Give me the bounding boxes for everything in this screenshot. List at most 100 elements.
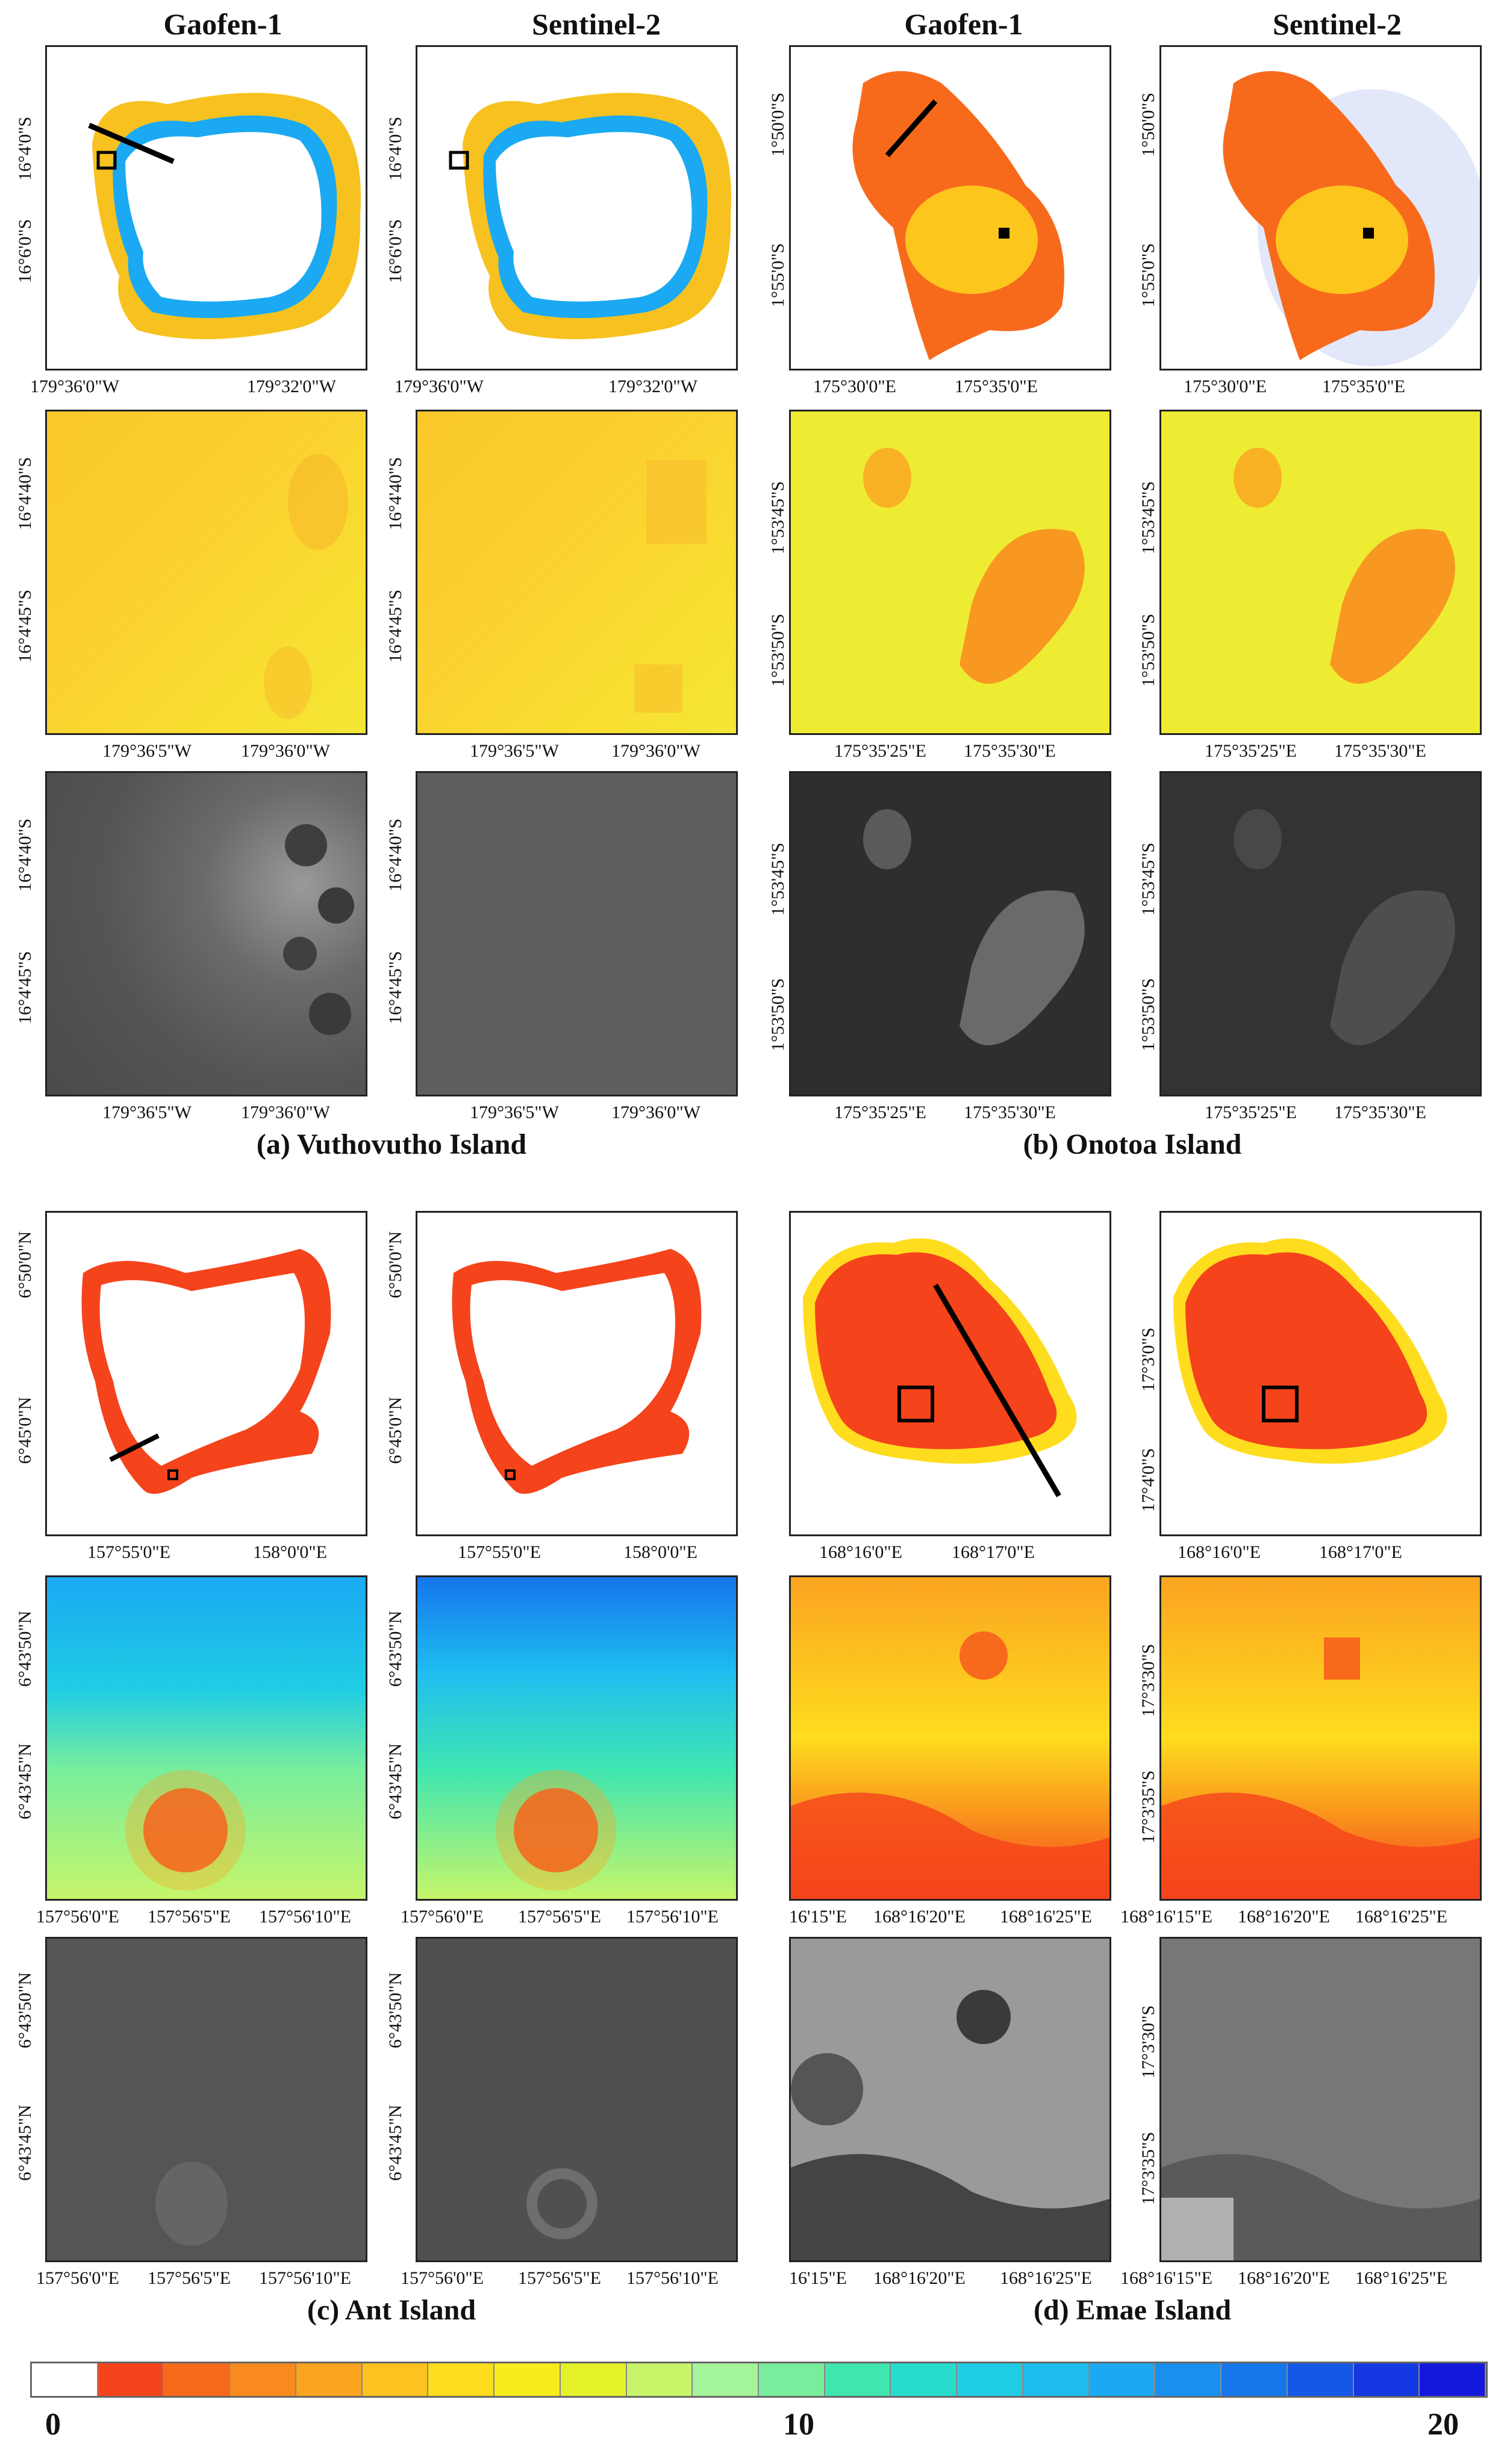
column-header-gaofen-b: Gaofen-1 (904, 7, 1023, 41)
x-label-b-gfz-1: 175°35'25"E (834, 741, 926, 761)
colorbar-cell (362, 2363, 429, 2396)
map-d-gaofen-overview (789, 1211, 1111, 1536)
y-label-b-gfg-1: 1°53'45"S (768, 842, 788, 916)
x-label-c-s2z-1: 157°56'0"E (401, 1907, 484, 1927)
y-label-a-s2g-2: 16°4'45"S (385, 951, 405, 1024)
map-c-gaofen-overview (45, 1211, 367, 1536)
y-label-c-s2z-2: 6°43'45"N (385, 1743, 405, 1819)
y-label-a-gf-2: 16°6'0"S (15, 219, 35, 283)
column-header-sentinel-a: Sentinel-2 (532, 7, 661, 41)
x-label-d-s2-1: 168°16'0"E (1178, 1542, 1261, 1562)
y-label-c-gfz-2: 6°43'45"N (15, 1743, 35, 1819)
colorbar-cell (891, 2363, 958, 2396)
x-label-d-gf-2: 168°17'0"E (952, 1542, 1035, 1562)
caption-a: (a) Vuthovutho Island (256, 1128, 527, 1160)
colorbar-cell (428, 2363, 495, 2396)
x-label-d-gfg-1: 16'15"E (789, 2268, 847, 2288)
map-d-sentinel-overview (1159, 1211, 1482, 1536)
y-label-c-s2-2: 6°45'0"N (385, 1396, 405, 1464)
x-label-c-gfg-1: 157°56'0"E (36, 2268, 119, 2288)
colorbar (30, 2362, 1488, 2398)
x-label-a-gfg-1: 179°36'5"W (102, 1102, 192, 1122)
y-label-d-s2z-2: 17°3'35"S (1138, 1770, 1158, 1843)
colorbar-cell (1287, 2363, 1354, 2396)
colorbar-label-20: 20 (1427, 2407, 1459, 2442)
colorbar-cell (759, 2363, 825, 2396)
x-label-c-gfz-3: 157°56'10"E (259, 1907, 351, 1927)
x-label-b-gfz-2: 175°35'30"E (964, 741, 1056, 761)
x-label-d-gfg-2: 168°16'20"E (873, 2268, 966, 2288)
y-label-a-s2-1: 16°4'0"S (385, 116, 405, 181)
x-label-c-gf-1: 157°55'0"E (87, 1542, 170, 1562)
map-d-gaofen-zoom (789, 1575, 1111, 1901)
x-label-c-s2-1: 157°55'0"E (458, 1542, 541, 1562)
y-label-d-s2g-2: 17°3'35"S (1138, 2131, 1158, 2205)
x-label-a-s2-2: 179°32'0"W (608, 377, 697, 396)
y-label-b-gfz-2: 1°53'50"S (768, 613, 788, 687)
image-c-gaofen-gray (45, 1937, 367, 2262)
column-header-sentinel-b: Sentinel-2 (1273, 7, 1402, 41)
x-label-b-gf-2: 175°35'0"E (955, 377, 1038, 396)
y-label-b-s2g-2: 1°53'50"S (1138, 978, 1158, 1051)
x-label-b-s2-1: 175°30'0"E (1184, 377, 1267, 396)
y-label-b-s2g-1: 1°53'45"S (1138, 842, 1158, 916)
colorbar-cell (693, 2363, 759, 2396)
map-c-gaofen-zoom (45, 1575, 367, 1901)
colorbar-cell (32, 2363, 98, 2396)
y-label-c-gf-2: 6°45'0"N (15, 1396, 35, 1464)
colorbar-cell (1089, 2363, 1156, 2396)
colorbar-cell (825, 2363, 891, 2396)
x-label-d-s2z-2: 168°16'20"E (1238, 1907, 1330, 1927)
x-label-b-gf-1: 175°30'0"E (813, 377, 896, 396)
y-label-c-gf-1: 6°50'0"N (15, 1231, 35, 1298)
x-label-c-s2g-2: 157°56'5"E (518, 2268, 601, 2288)
y-label-b-gfz-1: 1°53'45"S (768, 481, 788, 554)
image-d-sentinel-gray (1159, 1937, 1482, 2262)
colorbar-cell (1023, 2363, 1090, 2396)
image-c-sentinel-gray (416, 1937, 738, 2262)
y-label-a-s2z-1: 16°4'40"S (385, 457, 405, 530)
x-label-d-gf-1: 168°16'0"E (819, 1542, 902, 1562)
y-label-b-s2z-1: 1°53'45"S (1138, 481, 1158, 554)
x-label-d-s2-2: 168°17'0"E (1319, 1542, 1402, 1562)
y-label-d-s2g-1: 17°3'30"S (1138, 2005, 1158, 2078)
y-label-d-s2-1: 17°3'0"S (1138, 1327, 1158, 1392)
x-label-a-gf-1: 179°36'0"W (30, 377, 119, 396)
map-a-gaofen-overview (45, 45, 367, 371)
x-label-b-s2z-2: 175°35'30"E (1334, 741, 1426, 761)
map-b-sentinel-overview (1159, 45, 1482, 371)
colorbar-label-0: 0 (45, 2407, 61, 2442)
x-label-d-gfz-1: 16'15"E (789, 1907, 847, 1927)
image-d-gaofen-gray (789, 1937, 1111, 2262)
colorbar-cell (560, 2363, 627, 2396)
x-label-d-s2g-1: 168°16'15"E (1120, 2268, 1212, 2288)
x-label-c-s2z-2: 157°56'5"E (518, 1907, 601, 1927)
x-label-b-gfg-2: 175°35'30"E (964, 1102, 1056, 1122)
x-label-d-s2g-3: 168°16'25"E (1355, 2268, 1447, 2288)
x-label-b-s2-2: 175°35'0"E (1322, 377, 1405, 396)
y-label-a-s2-2: 16°6'0"S (385, 219, 405, 283)
y-label-a-gf-1: 16°4'0"S (15, 116, 35, 181)
y-label-a-gfz-2: 16°4'45"S (15, 589, 35, 663)
caption-d: (d) Emae Island (1033, 2294, 1232, 2326)
map-a-sentinel-overview (416, 45, 738, 371)
x-label-c-gfz-2: 157°56'5"E (148, 1907, 231, 1927)
map-b-gaofen-overview (789, 45, 1111, 371)
image-b-sentinel-gray (1159, 771, 1482, 1096)
x-label-d-s2z-1: 168°16'15"E (1120, 1907, 1212, 1927)
caption-b: (b) Onotoa Island (1023, 1128, 1242, 1160)
image-b-gaofen-gray (789, 771, 1111, 1096)
y-label-d-s2z-1: 17°3'30"S (1138, 1643, 1158, 1717)
x-label-a-gf-2: 179°32'0"W (247, 377, 336, 396)
map-a-sentinel-zoom (416, 410, 738, 735)
y-label-c-gfz-1: 6°43'50"N (15, 1610, 35, 1687)
x-label-c-gfz-1: 157°56'0"E (36, 1907, 119, 1927)
colorbar-cell (230, 2363, 296, 2396)
map-c-sentinel-overview (416, 1211, 738, 1536)
y-label-b-s2z-2: 1°53'50"S (1138, 613, 1158, 687)
map-b-sentinel-zoom (1159, 410, 1482, 735)
colorbar-cell (957, 2363, 1023, 2396)
y-label-c-s2g-1: 6°43'50"N (385, 1972, 405, 2048)
y-label-b-gf-2: 1°55'0"S (768, 243, 788, 307)
x-label-c-gfg-2: 157°56'5"E (148, 2268, 231, 2288)
